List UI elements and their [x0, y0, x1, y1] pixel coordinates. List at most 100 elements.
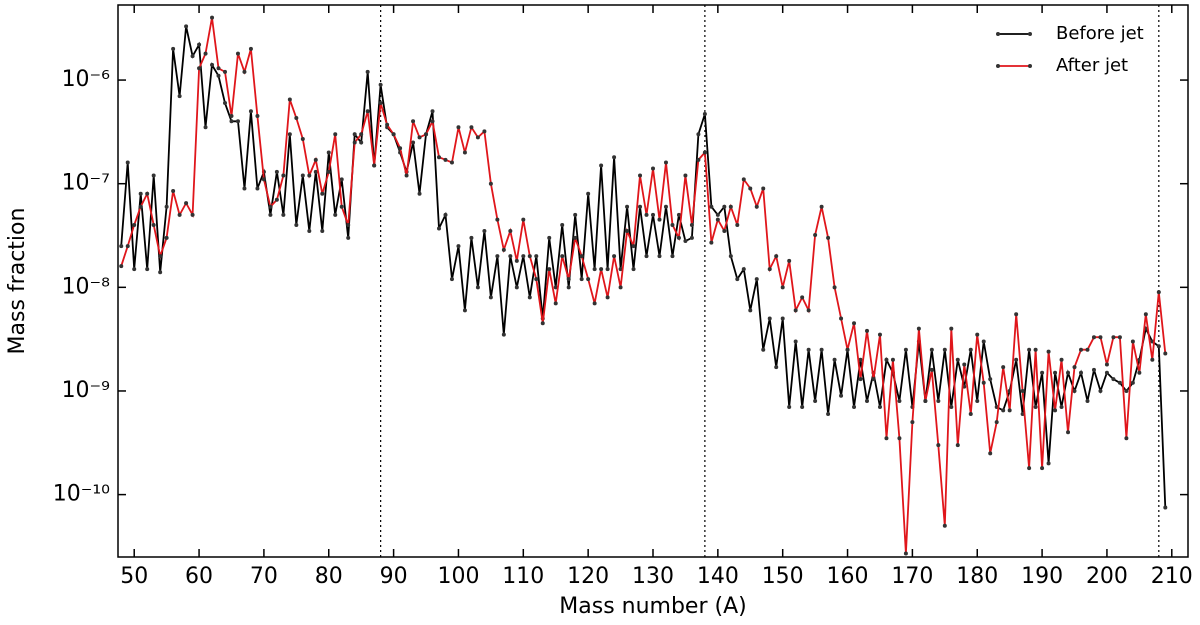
x-tick-label: 210 [1151, 564, 1193, 589]
data-point [884, 436, 889, 441]
y-tick-label: 10⁻⁸ [62, 274, 111, 299]
data-point [326, 150, 331, 155]
data-point [184, 201, 189, 206]
data-point [449, 277, 454, 282]
data-point [158, 270, 163, 275]
data-point [1020, 388, 1025, 393]
data-point [890, 357, 895, 362]
data-point [216, 66, 221, 71]
data-point [1053, 370, 1058, 375]
data-point [754, 277, 759, 282]
data-point [949, 326, 954, 331]
data-point [138, 191, 143, 196]
data-point [190, 54, 195, 59]
data-point [216, 73, 221, 78]
data-point [488, 295, 493, 300]
data-point [728, 204, 733, 209]
data-point [800, 405, 805, 410]
data-point [378, 82, 383, 87]
data-point [1014, 357, 1019, 362]
data-point [728, 254, 733, 259]
data-point [229, 114, 234, 119]
x-tick-label: 180 [956, 564, 998, 589]
x-tick-label: 60 [185, 564, 213, 589]
data-point [1072, 365, 1077, 370]
data-point [540, 321, 545, 326]
data-point [735, 277, 740, 282]
data-point [592, 267, 597, 272]
data-point [942, 347, 947, 352]
data-point [852, 405, 857, 410]
data-point [1117, 335, 1122, 340]
data-point [741, 267, 746, 272]
data-point [566, 277, 571, 282]
data-point [942, 523, 947, 528]
data-point [1027, 466, 1032, 471]
data-point [132, 222, 137, 227]
data-point [501, 332, 506, 337]
data-point [1098, 388, 1103, 393]
data-point [534, 277, 539, 282]
data-point [197, 66, 202, 71]
data-point [579, 277, 584, 282]
data-point [676, 235, 681, 240]
data-point [449, 160, 454, 165]
y-tick-label: 10⁻¹⁰ [53, 482, 110, 507]
data-point [138, 204, 143, 209]
data-point [443, 157, 448, 162]
data-point [313, 157, 318, 162]
data-point [177, 94, 182, 99]
data-point [761, 186, 766, 191]
data-point [929, 367, 934, 372]
data-point [242, 186, 247, 191]
series-line [120, 26, 1167, 508]
data-point [657, 217, 662, 222]
data-point [1111, 377, 1116, 382]
data-point [955, 443, 960, 448]
data-point [689, 235, 694, 240]
data-point [877, 332, 882, 337]
data-point [696, 132, 701, 137]
data-point [469, 235, 474, 240]
legend-marker [996, 64, 1000, 68]
data-point [865, 328, 869, 333]
data-point [754, 204, 759, 209]
data-point [819, 204, 824, 209]
data-point [287, 97, 292, 102]
data-point [638, 173, 643, 178]
data-point [547, 267, 552, 272]
data-point [242, 69, 247, 74]
data-point [573, 212, 578, 217]
data-point [274, 197, 279, 202]
data-point [1046, 461, 1051, 466]
data-point [852, 321, 857, 326]
data-point [521, 217, 526, 222]
plot-frame [117, 4, 1189, 558]
data-point [774, 365, 779, 370]
data-point [780, 316, 785, 321]
data-point [845, 347, 850, 352]
x-tick-label: 80 [315, 564, 343, 589]
data-point [579, 254, 584, 259]
data-point [566, 285, 571, 290]
y-tick-label: 10⁻⁶ [62, 67, 111, 92]
data-point [826, 235, 831, 240]
data-point [482, 228, 487, 233]
data-point [651, 166, 655, 171]
data-point [190, 212, 195, 217]
data-point [761, 347, 766, 352]
data-point [975, 332, 980, 337]
data-point [320, 228, 325, 233]
data-point [1098, 335, 1103, 340]
data-point [903, 347, 908, 352]
data-point [443, 212, 448, 217]
data-point [858, 377, 863, 382]
data-point [1124, 388, 1129, 393]
data-point [702, 112, 707, 117]
data-point [145, 267, 150, 272]
data-point [1027, 347, 1032, 352]
data-point [1156, 344, 1161, 349]
data-point [709, 240, 714, 245]
data-point [605, 267, 610, 272]
